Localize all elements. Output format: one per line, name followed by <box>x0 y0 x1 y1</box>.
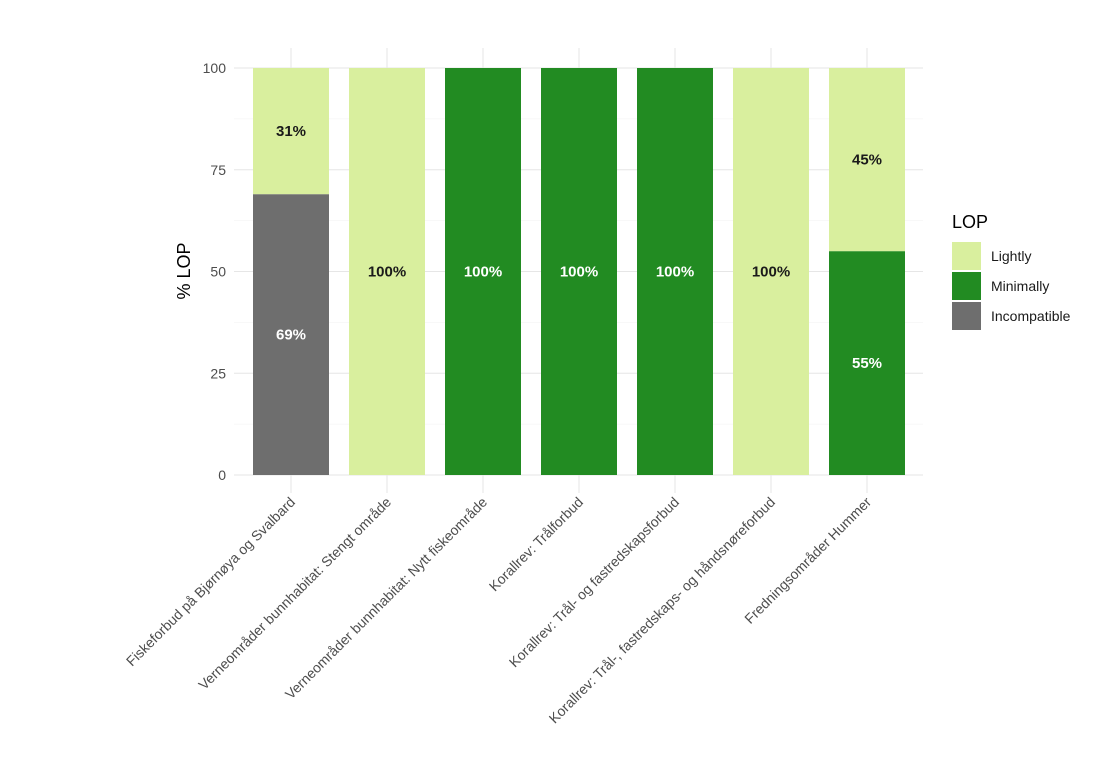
bar-incompatible <box>253 194 329 476</box>
legend-swatch-lightly <box>952 242 981 270</box>
x-tick-label: Korallrev: Trål-, fastredskaps- og hånds… <box>546 494 779 727</box>
bar-data-label: 100% <box>560 264 598 281</box>
x-tick-label: Fiskeforbud på Bjørnøya og Svalbard <box>123 494 298 669</box>
legend-swatch-minimally <box>952 272 981 300</box>
bar-lightly <box>349 68 425 475</box>
bar-minimally <box>445 68 521 475</box>
bar-minimally <box>829 251 905 475</box>
bar-minimally <box>541 68 617 475</box>
y-axis-label: % LOP <box>174 242 194 299</box>
legend-label-minimally: Minimally <box>991 278 1049 294</box>
y-tick-label: 50 <box>210 264 226 280</box>
y-axis-ticks: 0 25 50 75 100 <box>203 60 227 483</box>
x-tick-label: Verneområder bunnhabitat: Nytt fiskeområ… <box>282 494 490 702</box>
y-tick-label: 0 <box>218 467 226 483</box>
x-tick-label: Korallrev: Trålforbud <box>486 494 586 594</box>
bar-data-label: 31% <box>276 123 306 140</box>
bar-data-label: 100% <box>368 264 406 281</box>
bar-labels: 31% 69% 100% 100% 100% 100% 100% 45% 55% <box>276 123 882 372</box>
bar-data-label: 55% <box>852 355 882 372</box>
bar-lightly <box>253 68 329 195</box>
bar-lightly <box>829 68 905 252</box>
x-tick-label: Korallrev: Trål- og fastredskapsforbud <box>506 494 682 670</box>
y-tick-label: 25 <box>210 365 226 381</box>
x-axis-ticks: Fiskeforbud på Bjørnøya og SvalbardVerne… <box>123 494 875 727</box>
legend-label-incompatible: Incompatible <box>991 308 1071 324</box>
bar-data-label: 100% <box>752 264 790 281</box>
x-tick-label: Verneområder bunnhabitat: Stengt område <box>195 494 394 693</box>
bar-lightly <box>733 68 809 475</box>
bar-data-label: 100% <box>464 264 502 281</box>
legend-swatch-incompatible <box>952 302 981 330</box>
bar-data-label: 45% <box>852 152 882 169</box>
bars <box>253 68 905 476</box>
y-tick-label: 100 <box>203 60 227 76</box>
y-tick-label: 75 <box>210 162 226 178</box>
legend-label-lightly: Lightly <box>991 248 1031 264</box>
bar-minimally <box>637 68 713 475</box>
bar-data-label: 100% <box>656 264 694 281</box>
bar-data-label: 69% <box>276 327 306 344</box>
legend-title: LOP <box>952 212 988 232</box>
legend: LOP Lightly Minimally Incompatible <box>952 212 1071 330</box>
